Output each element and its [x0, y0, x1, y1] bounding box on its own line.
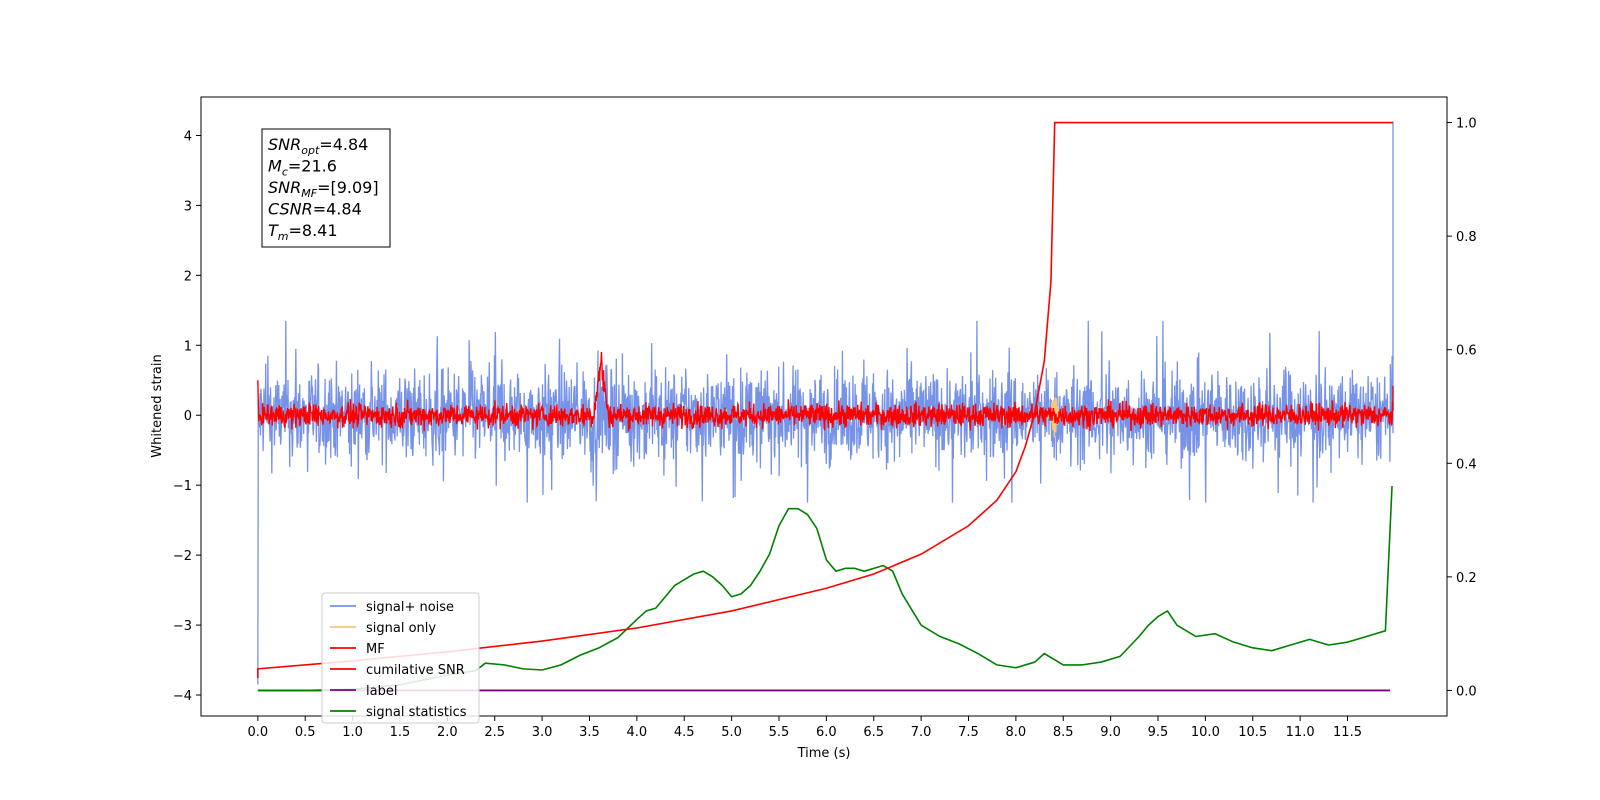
x-tick-label: 2.0 — [437, 725, 458, 740]
y-tick-label: −4 — [173, 689, 192, 704]
legend-entry-label: signal+ noise — [366, 600, 454, 615]
x-axis: 0.0 0.5 1.0 1.5 2.0 2.5 3.0 3.5 4.0 4.5 5.0 5.5 6.0 6… — [248, 716, 1362, 740]
y-axis-title: Whitened strain — [150, 354, 165, 457]
y-axis-right: 1.0 0.8 0.6 0.4 0.2 0.0 — [1447, 117, 1477, 699]
annotation-symbol: SNR — [268, 135, 301, 154]
x-tick-label: 3.0 — [532, 725, 553, 740]
x-tick-label: 3.5 — [579, 725, 600, 740]
x-tick-label: 9.0 — [1100, 725, 1121, 740]
annotation-value: =21.6 — [288, 157, 337, 176]
x-tick-label: 5.5 — [769, 725, 790, 740]
annotation-line: SNRopt=4.84 — [268, 135, 368, 157]
annotation-symbol: T — [268, 221, 279, 240]
legend-entry-label: cumilative SNR — [366, 663, 465, 678]
plot-frame — [200, 96, 1448, 717]
x-tick-label: 1.0 — [342, 725, 363, 740]
x-tick-label: 8.5 — [1053, 725, 1074, 740]
annotation-line: Mc=21.6 — [268, 157, 337, 179]
series-signal-noise — [257, 121, 1394, 685]
y-tick-label: −2 — [173, 549, 192, 564]
y2-tick-label: 0.0 — [1456, 684, 1477, 699]
y2-tick-label: 0.2 — [1456, 571, 1477, 586]
annotation-value: =8.41 — [289, 221, 338, 240]
y-tick-label: 4 — [184, 129, 192, 144]
annotation-subscript: MF — [301, 187, 317, 200]
y-tick-label: 0 — [184, 409, 192, 424]
x-tick-label: 7.5 — [958, 725, 979, 740]
y-tick-label: 3 — [184, 199, 192, 214]
x-tick-label: 11.0 — [1286, 725, 1315, 740]
annotation-frame — [261, 128, 391, 248]
x-tick-label: 8.0 — [1006, 725, 1027, 740]
x-tick-label: 7.0 — [911, 725, 932, 740]
x-tick-label: 10.0 — [1191, 725, 1220, 740]
legend-entry-label: label — [366, 684, 397, 699]
y2-tick-label: 1.0 — [1456, 117, 1477, 132]
x-tick-label: 6.5 — [863, 725, 884, 740]
y-axis-left: 4 3 2 1 0 −1 −2 −3 −4 — [173, 129, 201, 704]
x-tick-label: 10.5 — [1238, 725, 1267, 740]
x-tick-label: 0.0 — [248, 725, 269, 740]
series-mf — [257, 351, 1394, 432]
y-tick-label: −1 — [173, 479, 192, 494]
annotation-subscript: opt — [301, 144, 320, 157]
annotation-symbol: M — [268, 157, 282, 176]
y-tick-label: −3 — [173, 619, 192, 634]
x-tick-label: 4.0 — [627, 725, 648, 740]
annotation-box: SNRopt=4.84Mc=21.6SNRMF=[9.09]CSNR=4.84T… — [261, 128, 391, 248]
x-tick-label: 11.5 — [1333, 725, 1362, 740]
annotation-symbol: SNR — [268, 178, 301, 197]
legend-frame — [321, 592, 480, 724]
annotation-subscript: c — [282, 166, 288, 179]
x-tick-label: 5.0 — [721, 725, 742, 740]
y-tick-label: 2 — [184, 269, 192, 284]
legend-entry-label: MF — [366, 642, 385, 657]
x-tick-label: 4.5 — [674, 725, 695, 740]
annotation-subscript: m — [278, 230, 289, 243]
y2-tick-label: 0.8 — [1456, 230, 1477, 245]
legend-entry-label: signal statistics — [366, 705, 467, 720]
annotation-line: SNRMF=[9.09] — [268, 178, 379, 200]
annotation-line: Tm=8.41 — [268, 221, 338, 243]
x-tick-label: 9.5 — [1148, 725, 1169, 740]
y2-tick-label: 0.6 — [1456, 344, 1477, 359]
annotation-symbol: CSNR — [268, 200, 313, 219]
x-tick-label: 1.5 — [390, 725, 411, 740]
annotation-line: CSNR=4.84 — [268, 200, 362, 219]
series-signal-statistics — [257, 485, 1393, 692]
y-tick-label: 1 — [184, 339, 192, 354]
legend: signal+ noise signal only MF cumilative SNR… — [321, 592, 480, 724]
annotation-value: =4.84 — [319, 135, 368, 154]
annotation-value: =4.84 — [313, 200, 362, 219]
annotation-value: =[9.09] — [317, 178, 379, 197]
y2-tick-label: 0.4 — [1456, 457, 1477, 472]
x-axis-title: Time (s) — [797, 746, 851, 761]
x-tick-label: 0.5 — [295, 725, 316, 740]
x-tick-label: 6.0 — [816, 725, 837, 740]
x-tick-label: 2.5 — [484, 725, 505, 740]
legend-entry-label: signal only — [366, 621, 436, 636]
